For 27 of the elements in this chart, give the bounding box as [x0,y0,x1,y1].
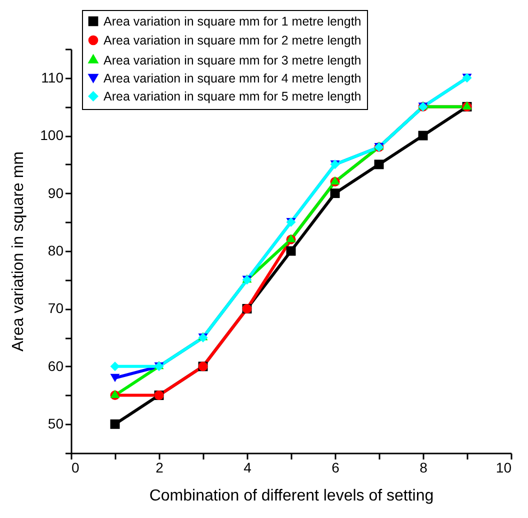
y-tick-label: 70 [48,300,64,316]
x-tick-label: 8 [420,460,428,476]
y-tick-label: 110 [41,69,64,86]
x-axis-title: Combination of different levels of setting [149,488,434,504]
legend-label: Area variation in square mm for 1 metre length [104,14,362,28]
x-tick-label: 10 [496,460,512,476]
y-axis-title: Area variation in square mm [10,151,28,352]
legend-label: Area variation in square mm for 4 metre length [104,71,362,86]
y-tick-label: 60 [48,358,64,374]
y-tick-label: 80 [48,242,64,258]
x-tick-label: 4 [244,460,252,476]
point [418,130,428,140]
x-tick-label: 6 [332,460,340,476]
x-tick-label: 0 [72,460,80,476]
point [110,362,120,372]
point [286,246,296,256]
point [110,419,120,429]
legend-label: Area variation in square mm for 3 metre length [104,53,362,68]
legend-label: Area variation in square mm for 5 metre length [104,89,362,104]
point [330,188,340,198]
y-tick-label: 50 [48,416,64,432]
point [374,160,384,170]
y-tick-label: 90 [48,184,64,201]
point [110,374,120,382]
y-tick-label: 100 [40,127,64,144]
x-tick-label: 2 [156,460,164,476]
legend-label: Area variation in square mm for 2 metre length [104,33,362,48]
